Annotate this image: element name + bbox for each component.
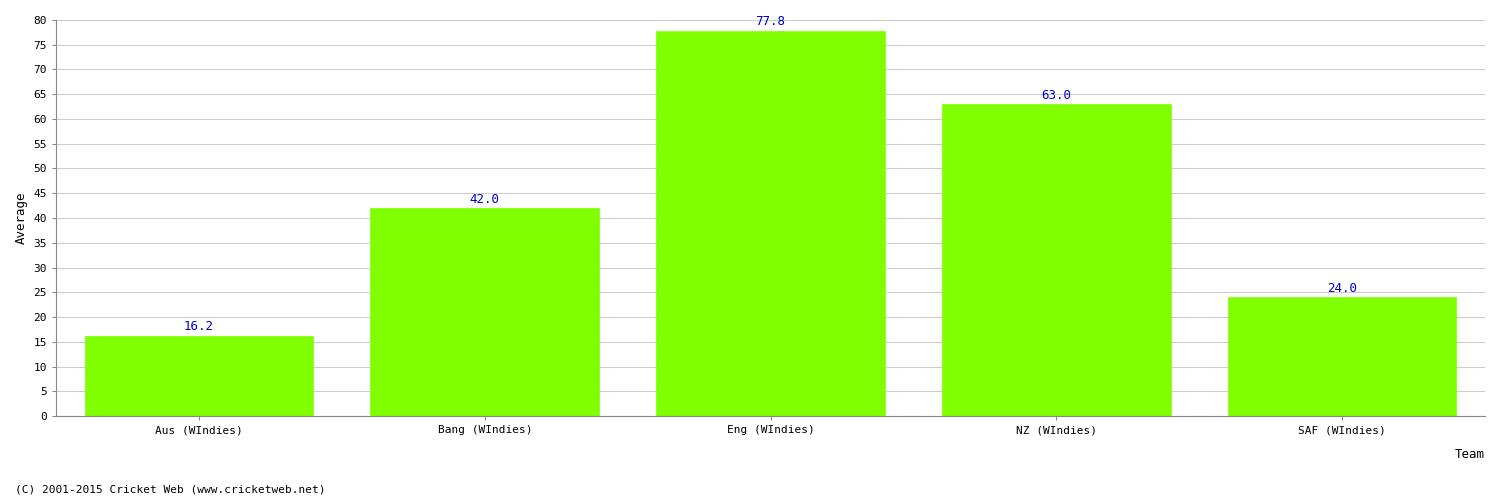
Text: Team: Team bbox=[1455, 448, 1485, 461]
Bar bbox=[656, 30, 885, 416]
Text: 16.2: 16.2 bbox=[184, 320, 214, 334]
Text: 24.0: 24.0 bbox=[1328, 282, 1358, 295]
Text: 77.8: 77.8 bbox=[756, 15, 786, 28]
Text: 63.0: 63.0 bbox=[1041, 88, 1071, 102]
Bar bbox=[370, 208, 598, 416]
Bar bbox=[1228, 298, 1456, 416]
Bar bbox=[942, 104, 1170, 416]
Text: 42.0: 42.0 bbox=[470, 192, 500, 205]
Y-axis label: Average: Average bbox=[15, 192, 28, 244]
Text: (C) 2001-2015 Cricket Web (www.cricketweb.net): (C) 2001-2015 Cricket Web (www.cricketwe… bbox=[15, 485, 326, 495]
Bar bbox=[84, 336, 314, 416]
